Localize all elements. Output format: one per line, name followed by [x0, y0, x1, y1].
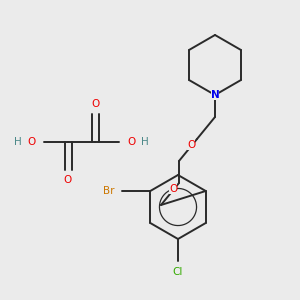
Text: O: O: [28, 137, 36, 147]
Text: O: O: [169, 184, 177, 194]
Text: H: H: [14, 137, 22, 147]
Text: O: O: [187, 140, 195, 150]
Text: H: H: [141, 137, 149, 147]
Text: O: O: [64, 175, 72, 185]
Text: Cl: Cl: [173, 267, 183, 277]
Text: N: N: [211, 90, 219, 100]
Text: O: O: [91, 99, 99, 109]
Text: O: O: [127, 137, 135, 147]
Text: Br: Br: [103, 186, 114, 196]
